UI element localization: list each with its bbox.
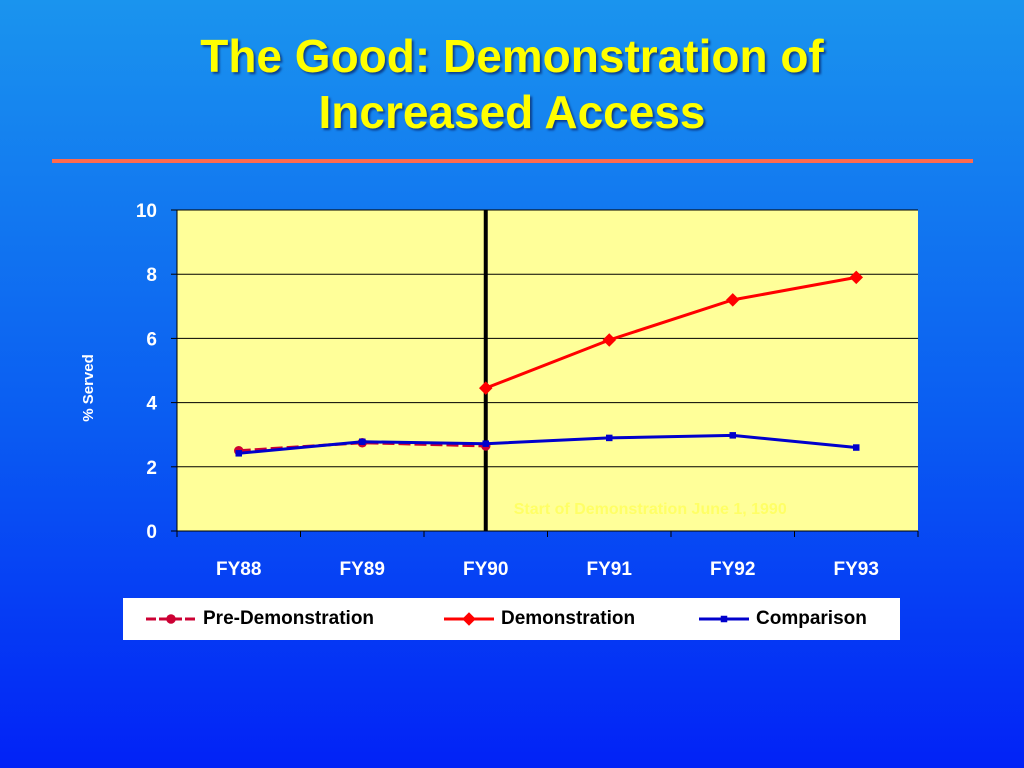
data-point — [720, 615, 728, 623]
series-line — [238, 433, 857, 455]
data-point — [602, 333, 616, 347]
data-point — [462, 612, 476, 626]
data-point — [359, 438, 366, 446]
legend-swatch — [699, 615, 749, 623]
data-point — [853, 444, 860, 451]
x-tick-label: FY92 — [710, 559, 755, 580]
data-point — [166, 614, 176, 624]
legend-swatch — [444, 612, 494, 626]
data-point — [235, 450, 242, 457]
x-tick-label: FY93 — [834, 559, 879, 580]
data-point — [482, 440, 489, 447]
legend: Pre-Demonstration Demonstration Comparison — [123, 598, 900, 640]
data-point — [726, 293, 740, 307]
legend-entry: Demonstration — [443, 608, 635, 630]
annotation-label: Start of Demonstration June 1, 1990 — [514, 501, 787, 518]
y-tick-label: 2 — [146, 458, 157, 479]
title-line-1: The Good: Demonstration of — [200, 30, 824, 82]
x-tick-label: FY90 — [463, 559, 508, 580]
data-point — [729, 432, 736, 439]
data-point — [606, 434, 613, 442]
title-line-2: Increased Access — [318, 86, 706, 138]
y-axis-label: % Served — [80, 354, 97, 422]
plot-area — [177, 210, 918, 531]
legend-entry: Pre-Demonstration — [145, 608, 374, 630]
y-tick-label: 4 — [146, 394, 157, 415]
data-point — [849, 270, 863, 285]
x-tick-label: FY88 — [216, 559, 261, 580]
legend-label: Pre-Demonstration — [203, 608, 375, 629]
data-point — [479, 381, 493, 395]
slide-title: The Good: Demonstration of Increased Acc… — [0, 28, 1024, 140]
x-tick-label: FY89 — [340, 559, 385, 580]
y-tick-label: 0 — [146, 522, 157, 543]
x-tick-label: FY91 — [587, 559, 633, 580]
y-tick-label: 10 — [136, 201, 157, 222]
series-line — [485, 275, 857, 390]
y-tick-label: 6 — [146, 329, 157, 350]
legend-entry: Comparison — [698, 608, 867, 630]
y-tick-label: 8 — [146, 265, 157, 286]
title-divider — [52, 159, 973, 163]
legend-label: Demonstration — [501, 608, 636, 629]
legend-label: Comparison — [756, 608, 867, 629]
legend-swatch — [146, 614, 196, 624]
